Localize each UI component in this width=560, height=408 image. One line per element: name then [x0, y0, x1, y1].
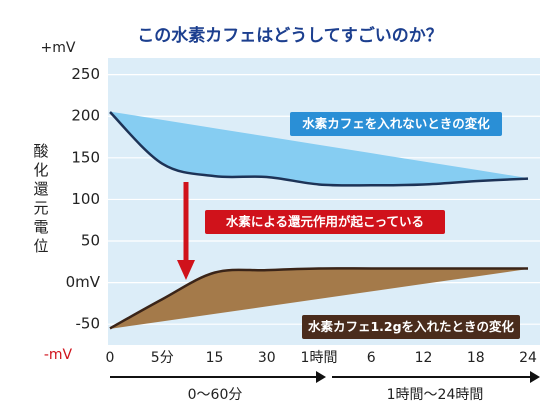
arrow-head: [316, 371, 326, 383]
data-line: [109, 111, 529, 187]
x-tick-label: 6: [367, 350, 376, 366]
x-range-label: 0〜60分: [188, 387, 243, 403]
y-tick-label: 200: [71, 107, 100, 125]
y-tick-label: -50: [76, 315, 101, 333]
chart-title: この水素カフェはどうしてすごいのか？: [137, 25, 443, 46]
x-tick-label: 30: [258, 350, 276, 366]
x-tick-label: 12: [415, 350, 433, 366]
x-tick-label: 15: [206, 350, 224, 366]
y-tick-label: 100: [71, 190, 100, 208]
y-top-label: +mV: [41, 40, 76, 56]
annotation: 水素カフェ1.2gを入れたときの変化: [308, 319, 515, 334]
x-tick-label: 18: [467, 350, 485, 366]
y-tick-label: 150: [71, 148, 100, 166]
y-axis-label: 酸化還元電位: [32, 143, 50, 257]
annotation: 水素による還元作用が起こっている: [226, 214, 424, 229]
x-range-label: 1時間〜24時間: [387, 387, 484, 403]
arrow-head: [177, 260, 195, 280]
annotation-box: [290, 112, 502, 136]
x-tick-label: 24: [519, 350, 537, 366]
bound-line: [109, 267, 529, 329]
annotation: 水素カフェを入れないときの変化: [302, 116, 490, 131]
x-tick-label: 5分: [151, 350, 174, 366]
y-tick-label: 50: [81, 232, 100, 250]
data-line: [109, 267, 528, 330]
x-tick-label: 1時間: [301, 350, 338, 366]
bound-line: [109, 111, 529, 180]
annotation-box: [205, 210, 445, 234]
annotation-box: [302, 315, 520, 339]
arrow-head: [530, 371, 540, 383]
y-tick-label: 0mV: [66, 273, 101, 291]
band-area: [110, 112, 528, 186]
y-bottom-label: -mV: [44, 347, 73, 363]
y-tick-label: 250: [71, 65, 100, 83]
x-range-arrows: [110, 371, 540, 383]
x-tick-label: 0: [106, 350, 115, 366]
